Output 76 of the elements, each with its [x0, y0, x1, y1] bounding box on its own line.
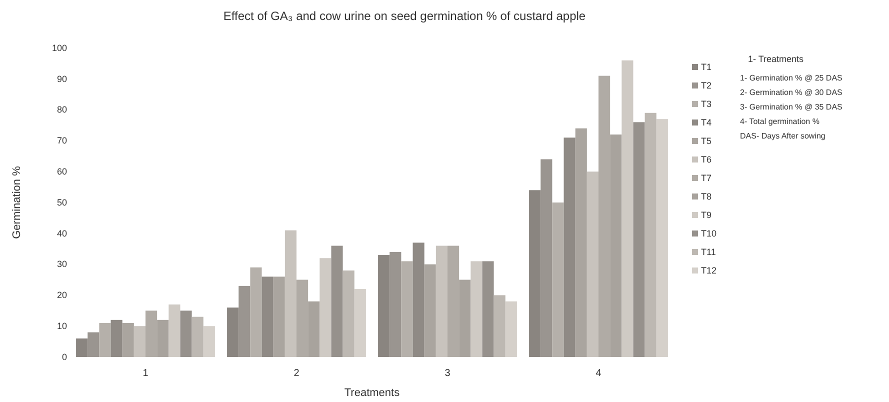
x-tick-label: 2 — [294, 368, 300, 380]
bar — [575, 128, 587, 357]
bar — [331, 246, 343, 357]
y-tick-label: 50 — [56, 197, 67, 208]
bar — [180, 310, 192, 357]
x-tick-label: 4 — [596, 368, 602, 380]
bar — [633, 122, 645, 357]
bar — [342, 270, 354, 357]
bar — [76, 338, 88, 357]
text: 4- Total germination % — [740, 117, 820, 126]
legend-label: T10 — [701, 228, 717, 238]
bar — [378, 255, 390, 357]
bar — [390, 252, 402, 357]
bar — [250, 267, 262, 357]
y-tick-label: 10 — [56, 320, 67, 331]
text: 1- Germination % @ 25 DAS — [740, 74, 842, 82]
bar — [494, 295, 506, 357]
text: DAS- Days After sowing — [740, 132, 826, 140]
bar — [586, 172, 598, 357]
bar — [192, 316, 204, 357]
bar — [656, 119, 668, 357]
bar — [424, 264, 436, 357]
bar — [284, 230, 296, 357]
bar — [564, 138, 576, 357]
text: 2- Germination % @ 30 DAS — [740, 88, 842, 97]
y-tick-label: 70 — [56, 136, 67, 146]
chart-title: Effect of GA₃ and cow urine on seed germination % of custard apple — [223, 9, 586, 23]
bar — [401, 261, 413, 357]
y-tick-label: 20 — [56, 290, 67, 300]
y-tick-label: 60 — [56, 166, 67, 176]
y-tick-label: 30 — [56, 259, 67, 270]
y-tick-label: 80 — [56, 104, 67, 115]
bar — [168, 304, 180, 357]
text: 3- Germination % @ 35 DAS — [740, 102, 842, 112]
legend-label: T3 — [701, 99, 712, 109]
y-tick-label: 100 — [52, 42, 67, 53]
bar — [354, 289, 366, 357]
y-axis-title: Germination % — [11, 166, 23, 239]
x-axis-title: Treatments — [344, 387, 400, 399]
legend-label: T12 — [701, 266, 717, 276]
bar — [622, 60, 634, 357]
text: 1- Treatments — [748, 54, 804, 64]
bar — [238, 286, 250, 357]
legend-label: T6 — [701, 154, 712, 164]
bar — [320, 258, 332, 357]
bar — [88, 332, 100, 357]
bar — [529, 190, 541, 357]
y-tick-label: 40 — [56, 228, 67, 238]
bar — [470, 261, 482, 357]
bar — [227, 308, 239, 357]
y-tick-label: 90 — [56, 74, 67, 84]
bar — [99, 323, 111, 357]
legend-label: T5 — [701, 136, 712, 146]
y-tick-label: 0 — [62, 352, 67, 362]
bar — [552, 202, 564, 357]
bar — [540, 159, 552, 357]
legend-label: T9 — [701, 210, 712, 220]
bar — [505, 301, 517, 357]
bar — [436, 246, 448, 357]
bar — [122, 323, 134, 357]
legend-label: T11 — [701, 247, 716, 257]
legend-label: T7 — [701, 173, 712, 183]
bar — [412, 242, 424, 357]
x-tick-label: 3 — [444, 368, 451, 380]
legend-label: T4 — [701, 118, 712, 128]
bar — [482, 261, 494, 357]
bar — [203, 326, 215, 357]
legend-label: T8 — [701, 192, 712, 202]
bar — [110, 320, 122, 357]
bar — [134, 326, 146, 357]
legend-label: T1 — [701, 62, 712, 72]
bar — [262, 276, 274, 357]
bar — [644, 112, 656, 357]
bar — [273, 276, 285, 357]
legend-label: T2 — [701, 80, 712, 90]
x-tick-label: 1 — [142, 368, 149, 380]
